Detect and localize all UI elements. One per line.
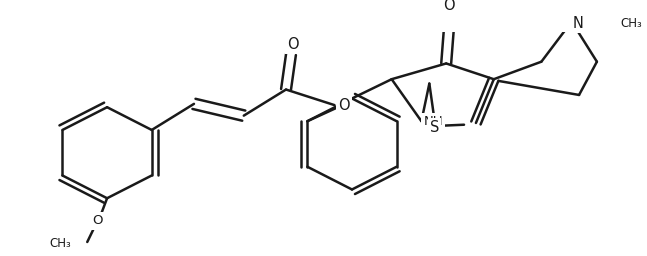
Text: NH: NH — [423, 115, 443, 128]
Text: O: O — [92, 215, 102, 228]
Text: CH₃: CH₃ — [50, 237, 71, 250]
Text: N: N — [573, 16, 584, 31]
Text: O: O — [338, 98, 350, 113]
Text: CH₃: CH₃ — [620, 17, 642, 30]
Text: O: O — [443, 0, 455, 13]
Text: O: O — [287, 37, 299, 51]
Text: S: S — [430, 120, 439, 135]
